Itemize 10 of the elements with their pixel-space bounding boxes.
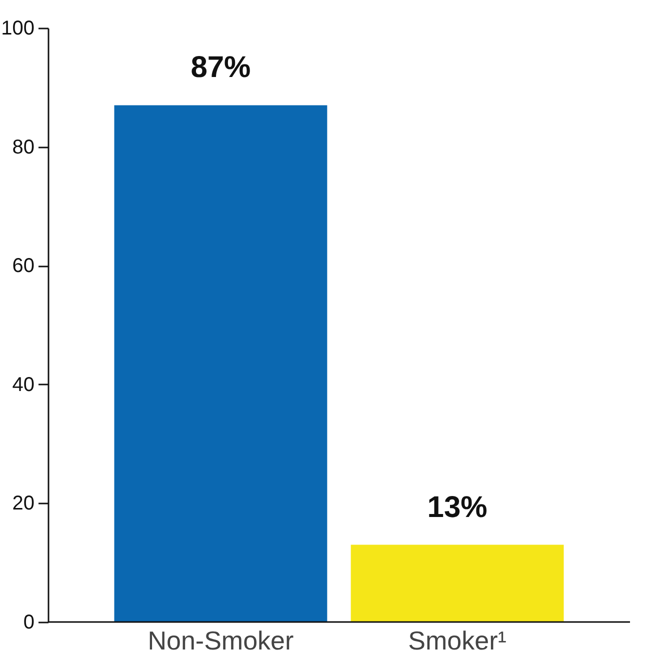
y-tick-label: 0 (23, 612, 34, 634)
data-label: 87% (190, 51, 251, 84)
y-tick-label: 20 (12, 492, 34, 515)
x-tick-label: Non-Smoker (148, 626, 294, 656)
y-tick-label: 80 (12, 136, 34, 158)
y-tick-label: 60 (12, 255, 34, 278)
data-label: 13% (427, 490, 488, 524)
y-tick-label: 40 (12, 374, 34, 396)
y-tick-label: 100 (1, 18, 34, 40)
x-tick-label: Smoker¹ (408, 626, 507, 656)
